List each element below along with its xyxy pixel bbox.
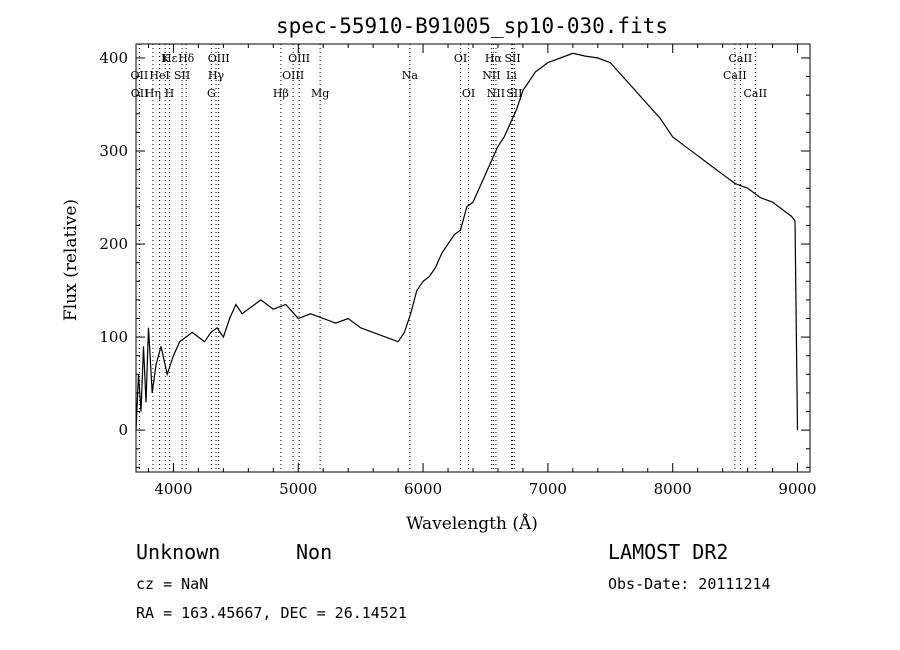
obs-date-label: Obs-Date: 20111214 [608,575,771,593]
axes: 4000 5000 6000 7000 8000 9000 0 100 200 300 400 [99,44,817,498]
subclass-label: Non [296,540,333,564]
spectral-line-label: OII [131,87,149,100]
spectral-line-label: Hα [485,52,503,65]
spectral-line-label: G [207,87,216,100]
plot-area-frame [135,43,811,473]
spectral-line-label: Hη [145,87,161,100]
x-tick-label: 7000 [529,480,567,498]
spectrum-series [135,52,799,431]
cz-label: cz = NaN [136,575,209,593]
spectral-line-label: HeI [149,69,169,82]
x-tick-label: 5000 [279,480,317,498]
y-tick-label: 300 [99,142,128,160]
spectral-line-label: Hγ [208,69,225,82]
spectral-line-label: Mg [311,87,329,100]
spectral-line-label: H [165,87,175,100]
spectral-line-label: Na [402,69,419,82]
x-tick-label: 4000 [154,480,192,498]
spectral-line-markers [138,44,756,472]
spectral-line-label: CaII [723,69,747,82]
spectral-line-label: CaII [729,52,753,65]
spectral-line-label: Hβ [273,87,289,100]
x-tick-label: 6000 [404,480,442,498]
spectral-line-label: OIII [288,52,310,65]
spectral-line-label: CaII [743,87,767,100]
spectrum-line [135,52,799,431]
spectral-line-label: SII [504,52,520,65]
x-axis-label: Wavelength (Å) [406,513,538,534]
spectral-line-label: NII [487,87,505,100]
coords-label: RA = 163.45667, DEC = 26.14521 [136,604,407,622]
chart-title: spec-55910-B91005_sp10-030.fits [276,14,668,38]
spectral-line-label: OII [131,69,149,82]
spectral-line-labels: Hε OII OII K HeI Hη H SII Hδ OIII Hγ G Hβ OIII OIII Mg N… [131,52,768,100]
spectral-line-label: SII [174,69,190,82]
spectral-line-label: Hε [162,52,178,65]
survey-label: LAMOST DR2 [608,540,729,564]
y-tick-label: 400 [99,49,128,67]
spectral-line-label: OIII [282,69,304,82]
spectral-line-label: NII [482,69,500,82]
spectral-line-label: OIII [208,52,230,65]
y-tick-label: 0 [118,421,128,439]
y-axis-label: Flux (relative) [61,199,81,321]
spectral-line-label: K [161,52,170,65]
x-tick-label: 9000 [778,480,816,498]
y-tick-label: 200 [99,235,128,253]
spectral-line-label: Li [506,69,517,82]
y-tick-label: 100 [99,328,128,346]
spectral-line-label: Hδ [178,52,195,65]
spectral-line-label: OI [462,87,475,100]
classification-label: Unknown [136,540,221,564]
spectral-line-label: OI [454,52,467,65]
x-tick-label: 8000 [654,480,692,498]
spectral-line-label: SII [506,87,522,100]
